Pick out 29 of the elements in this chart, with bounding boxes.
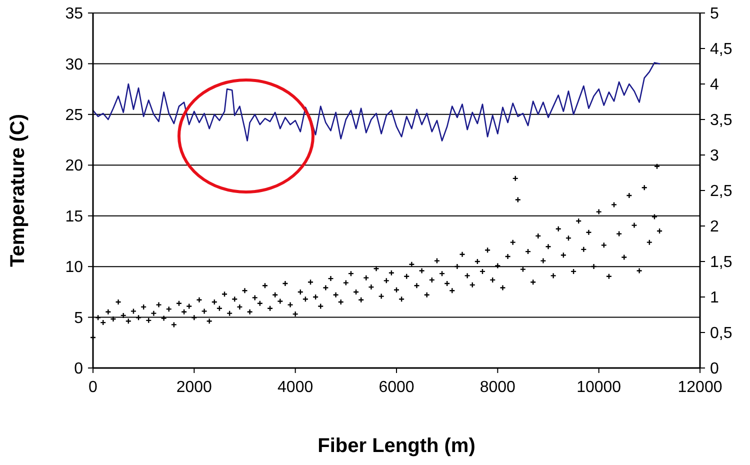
- y2-tick-label: 0,5: [710, 325, 732, 342]
- x-tick-label: 2000: [176, 379, 212, 396]
- x-tick-label: 0: [88, 379, 98, 396]
- y-axis-title: Temperature (C): [7, 114, 29, 267]
- x-tick-label: 12000: [678, 379, 722, 396]
- y2-tick-label: 2: [710, 218, 719, 236]
- y2-tick-label: 3,5: [710, 112, 732, 130]
- y-tick-label: 15: [65, 208, 84, 226]
- x-tick-label: 10000: [576, 379, 622, 396]
- y-tick-label: 10: [65, 259, 84, 276]
- line-series: [92, 62, 660, 142]
- x-tick-label: 6000: [378, 379, 414, 396]
- y-tick-label: 20: [65, 158, 84, 175]
- x-tick-label: 4000: [278, 379, 314, 396]
- y-tick-label: 25: [65, 107, 84, 124]
- x-axis-title: Fiber Length (m): [318, 435, 476, 457]
- y2-tick-label: 1,5: [710, 254, 732, 272]
- y-tick-label: 30: [65, 56, 84, 74]
- y2-tick-label: 2,5: [710, 183, 732, 200]
- y-tick-label: 5: [74, 310, 84, 327]
- y2-tick-label: 4,5: [710, 41, 732, 58]
- y2-tick-label: 0: [710, 360, 719, 378]
- y2-tick-label: 4: [710, 76, 719, 94]
- x-tick-label: 8000: [480, 379, 516, 396]
- y2-tick-label: 3: [710, 148, 719, 165]
- y2-tick-label: 5: [710, 6, 719, 23]
- y-tick-label: 35: [65, 6, 84, 23]
- y2-tick-label: 1: [710, 290, 719, 307]
- y-tick-label: 0: [74, 360, 84, 378]
